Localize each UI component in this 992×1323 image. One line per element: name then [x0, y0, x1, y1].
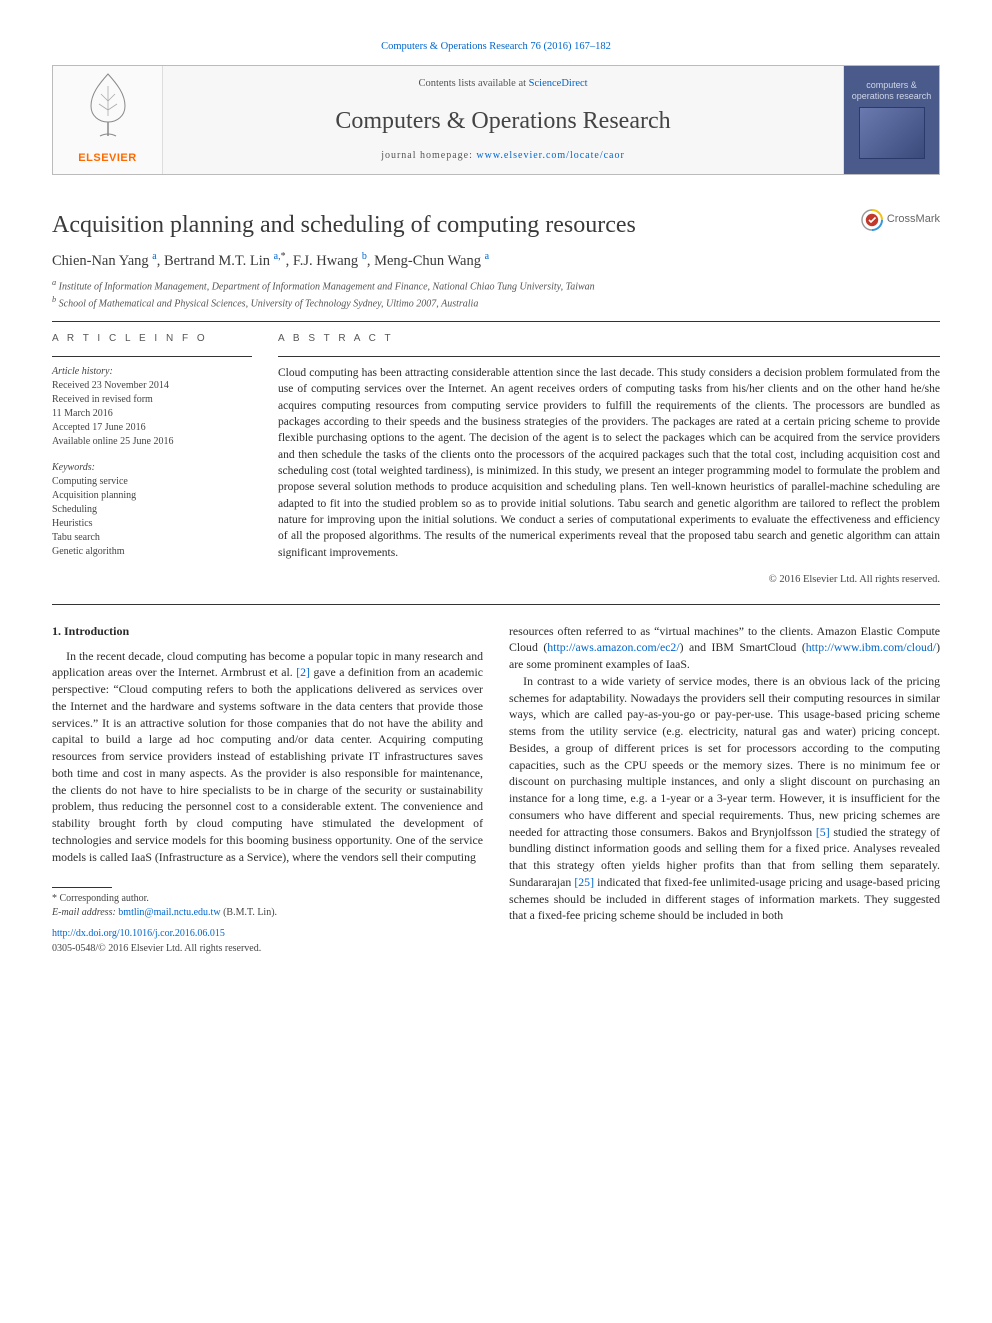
rule-info	[52, 356, 252, 357]
body-p2b-pre: In contrast to a wide variety of service…	[509, 674, 940, 839]
masthead-center: Contents lists available at ScienceDirec…	[163, 66, 843, 174]
keyword-4: Tabu search	[52, 531, 252, 545]
rule-abstract	[278, 356, 940, 357]
keyword-1: Acquisition planning	[52, 489, 252, 503]
footnotes: * Corresponding author. E-mail address: …	[52, 887, 483, 919]
cite-ref-2[interactable]: [2]	[296, 665, 310, 679]
body-para-1: In the recent decade, cloud computing ha…	[52, 648, 483, 866]
cover-journal-label: computers & operations research	[850, 80, 933, 101]
history-revised: Received in revised form	[52, 393, 252, 407]
elsevier-tree-icon	[53, 66, 162, 144]
crossmark-badge[interactable]: CrossMark	[861, 209, 940, 231]
body-para-2a: resources often referred to as “virtual …	[509, 623, 940, 673]
author-1: Chien-Nan Yang	[52, 253, 149, 269]
ibm-cloud-link[interactable]: http://www.ibm.com/cloud/	[806, 640, 936, 654]
cite-ref-25[interactable]: [25]	[574, 875, 594, 889]
author-3-aff[interactable]: b	[362, 251, 367, 262]
corresponding-author-note: * Corresponding author.	[52, 892, 483, 906]
keywords-block: Keywords: Computing service Acquisition …	[52, 461, 252, 559]
body-two-column: 1. Introduction In the recent decade, cl…	[52, 623, 940, 956]
abstract-copyright: © 2016 Elsevier Ltd. All rights reserved…	[278, 573, 940, 588]
history-revised-date: 11 March 2016	[52, 407, 252, 421]
cover-art-icon	[859, 107, 925, 159]
author-2-aff[interactable]: a,	[274, 251, 281, 262]
authors-line: Chien-Nan Yang a, Bertrand M.T. Lin a,*,…	[52, 250, 940, 271]
aws-ec2-link[interactable]: http://aws.amazon.com/ec2/	[547, 640, 679, 654]
author-4-aff[interactable]: a	[485, 251, 489, 262]
journal-homepage-link[interactable]: www.elsevier.com/locate/caor	[476, 150, 624, 161]
crossmark-icon	[861, 209, 883, 231]
author-1-aff[interactable]: a	[152, 251, 156, 262]
keywords-label: Keywords:	[52, 461, 252, 475]
email-who: (B.M.T. Lin).	[223, 907, 277, 918]
contents-prefix: Contents lists available at	[418, 78, 528, 89]
author-4: Meng-Chun Wang	[374, 253, 481, 269]
body-para-2b: In contrast to a wide variety of service…	[509, 673, 940, 924]
homepage-prefix: journal homepage:	[381, 150, 476, 161]
keyword-3: Heuristics	[52, 517, 252, 531]
history-online: Available online 25 June 2016	[52, 435, 252, 449]
body-col-right: resources often referred to as “virtual …	[509, 623, 940, 956]
contents-lists-line: Contents lists available at ScienceDirec…	[418, 77, 587, 92]
affiliations: a Institute of Information Management, D…	[52, 277, 940, 311]
abstract-heading: A B S T R A C T	[278, 332, 940, 346]
journal-homepage-line: journal homepage: www.elsevier.com/locat…	[381, 149, 625, 163]
doi-link[interactable]: http://dx.doi.org/10.1016/j.cor.2016.06.…	[52, 928, 225, 939]
keyword-5: Genetic algorithm	[52, 545, 252, 559]
footnote-rule	[52, 887, 112, 888]
citation-header: Computers & Operations Research 76 (2016…	[52, 40, 940, 55]
section-1-heading: 1. Introduction	[52, 623, 483, 640]
affiliation-b: b School of Mathematical and Physical Sc…	[52, 294, 940, 311]
history-label: Article history:	[52, 365, 252, 379]
body-col-left: 1. Introduction In the recent decade, cl…	[52, 623, 483, 956]
cite-ref-5[interactable]: [5]	[816, 825, 830, 839]
abstract-text: Cloud computing has been attracting cons…	[278, 365, 940, 561]
corresponding-email-link[interactable]: bmtlin@mail.nctu.edu.tw	[118, 907, 220, 918]
crossmark-label: CrossMark	[887, 212, 940, 227]
keyword-2: Scheduling	[52, 503, 252, 517]
article-info-heading: A R T I C L E I N F O	[52, 332, 252, 346]
article-info-column: A R T I C L E I N F O Article history: R…	[52, 332, 252, 588]
author-3: F.J. Hwang	[293, 253, 358, 269]
sciencedirect-link[interactable]: ScienceDirect	[529, 78, 588, 89]
doi-line: http://dx.doi.org/10.1016/j.cor.2016.06.…	[52, 927, 483, 941]
masthead-left: ELSEVIER	[53, 66, 163, 174]
abstract-column: A B S T R A C T Cloud computing has been…	[278, 332, 940, 588]
body-p1-post: gave a definition from an academic persp…	[52, 665, 483, 863]
elsevier-logo: ELSEVIER	[53, 144, 162, 174]
issn-copyright-line: 0305-0548/© 2016 Elsevier Ltd. All right…	[52, 942, 483, 956]
article-title: Acquisition planning and scheduling of c…	[52, 209, 851, 243]
body-p2a-mid: ) and IBM SmartCloud (	[680, 640, 806, 654]
article-history: Article history: Received 23 November 20…	[52, 365, 252, 449]
journal-name: Computers & Operations Research	[335, 105, 670, 139]
masthead: ELSEVIER Contents lists available at Sci…	[52, 65, 940, 175]
affiliation-a-text: Institute of Information Management, Dep…	[59, 282, 595, 293]
author-2: Bertrand M.T. Lin	[164, 253, 270, 269]
affiliation-b-text: School of Mathematical and Physical Scie…	[59, 299, 479, 310]
keyword-0: Computing service	[52, 475, 252, 489]
rule-top	[52, 321, 940, 322]
journal-cover-thumb: computers & operations research	[843, 66, 939, 174]
history-received: Received 23 November 2014	[52, 379, 252, 393]
email-line: E-mail address: bmtlin@mail.nctu.edu.tw …	[52, 906, 483, 920]
history-accepted: Accepted 17 June 2016	[52, 421, 252, 435]
email-label: E-mail address:	[52, 907, 116, 918]
author-2-corr-mark: *	[281, 251, 286, 262]
rule-bottom	[52, 604, 940, 605]
affiliation-a: a Institute of Information Management, D…	[52, 277, 940, 294]
